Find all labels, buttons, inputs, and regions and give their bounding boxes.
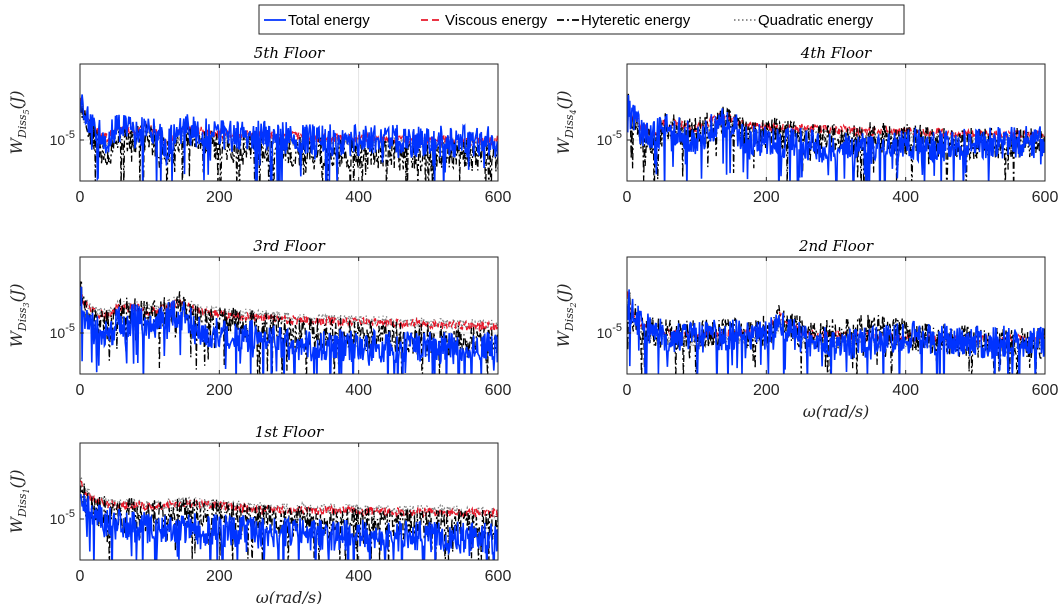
- y-tick-base: 10: [597, 325, 613, 341]
- panel-1: 0 200 400 600 10-5 5th Floor WDiss5(J): [7, 44, 511, 216]
- x-tick-label: 600: [485, 568, 512, 585]
- y-tick-base: 10: [597, 132, 613, 148]
- x-tick-label: 0: [623, 382, 632, 399]
- x-tick-label: 200: [206, 382, 233, 399]
- x-tick-label: 600: [485, 189, 512, 206]
- y-axis-label: WDiss3(J): [7, 283, 31, 347]
- y-label-unit: (J): [7, 469, 26, 488]
- y-tick-label: 10-5: [597, 322, 622, 341]
- y-axis-label: WDiss4(J): [554, 90, 578, 154]
- y-tick-label: 10-5: [50, 322, 75, 341]
- y-label-main: W: [554, 330, 573, 348]
- x-tick-label: 600: [485, 382, 512, 399]
- x-tick-label: 0: [623, 189, 632, 206]
- panel-3: 0 200 400 600 10-5 3rd Floor WDiss3(J): [7, 237, 511, 404]
- x-tick-label: 400: [345, 382, 372, 399]
- x-axis-label: ω(rad/s): [803, 402, 870, 421]
- y-axis-label: WDiss2(J): [554, 283, 578, 347]
- legend-label-1: Total energy: [288, 12, 370, 29]
- y-axis-label: WDiss1(J): [7, 469, 31, 533]
- panel-title: 1st Floor: [255, 423, 324, 441]
- panel-5: 0 200 400 600 10-5 1st Floor WDiss1(J) ω(rad/s): [7, 423, 511, 604]
- y-tick-base: 10: [50, 132, 66, 148]
- panel-title: 5th Floor: [254, 44, 325, 62]
- y-label-main: W: [554, 137, 573, 155]
- y-tick-label: 10-5: [597, 129, 622, 148]
- y-label-main: W: [7, 137, 26, 155]
- y-label-unit: (J): [7, 283, 26, 302]
- x-tick-label: 0: [76, 189, 85, 206]
- x-tick-label: 200: [753, 382, 780, 399]
- x-tick-label: 400: [345, 189, 372, 206]
- x-tick-label: 0: [76, 382, 85, 399]
- y-tick-exponent: -5: [612, 129, 622, 141]
- y-tick-exponent: -5: [612, 322, 622, 334]
- y-tick-base: 10: [50, 511, 66, 527]
- y-tick-exponent: -5: [65, 322, 75, 334]
- x-tick-label: 0: [76, 568, 85, 585]
- x-tick-label: 200: [206, 568, 233, 585]
- y-label-sub: Diss: [16, 493, 29, 518]
- y-tick-base: 10: [50, 325, 66, 341]
- legend-label-4: Quadratic energy: [758, 12, 874, 29]
- y-tick-exponent: -5: [65, 508, 75, 520]
- y-axis-label: WDiss5(J): [7, 90, 31, 154]
- panel-title: 2nd Floor: [798, 237, 874, 255]
- panel-4: 0 200 400 600 10-5 2nd Floor WDiss2(J) ω(rad/s): [554, 237, 1058, 421]
- x-tick-label: 600: [1032, 189, 1059, 206]
- y-tick-exponent: -5: [65, 129, 75, 141]
- x-tick-label: 400: [892, 189, 919, 206]
- legend: Total energy Viscous energy Hyteretic ener…: [259, 5, 904, 34]
- y-label-sub: Diss: [563, 307, 576, 332]
- y-tick-label: 10-5: [50, 508, 75, 527]
- x-tick-label: 200: [206, 189, 233, 206]
- y-label-main: W: [7, 516, 26, 534]
- panel-title: 4th Floor: [800, 44, 872, 62]
- legend-label-3: Hyteretic energy: [581, 12, 691, 29]
- x-tick-label: 400: [892, 382, 919, 399]
- x-tick-label: 200: [753, 189, 780, 206]
- panel-2: 0 200 400 600 10-5 4th Floor WDiss4(J): [554, 44, 1058, 213]
- x-tick-label: 600: [1032, 382, 1059, 399]
- y-label-sub: Diss: [16, 114, 29, 139]
- legend-label-2: Viscous energy: [445, 12, 548, 29]
- x-axis-label: ω(rad/s): [256, 588, 323, 604]
- y-tick-label: 10-5: [50, 129, 75, 148]
- x-tick-label: 400: [345, 568, 372, 585]
- y-label-unit: (J): [554, 90, 573, 109]
- y-label-unit: (J): [7, 90, 26, 109]
- panel-title: 3rd Floor: [253, 237, 325, 255]
- y-label-sub: Diss: [16, 307, 29, 332]
- y-label-unit: (J): [554, 283, 573, 302]
- y-label-sub: Diss: [563, 114, 576, 139]
- y-label-main: W: [7, 330, 26, 348]
